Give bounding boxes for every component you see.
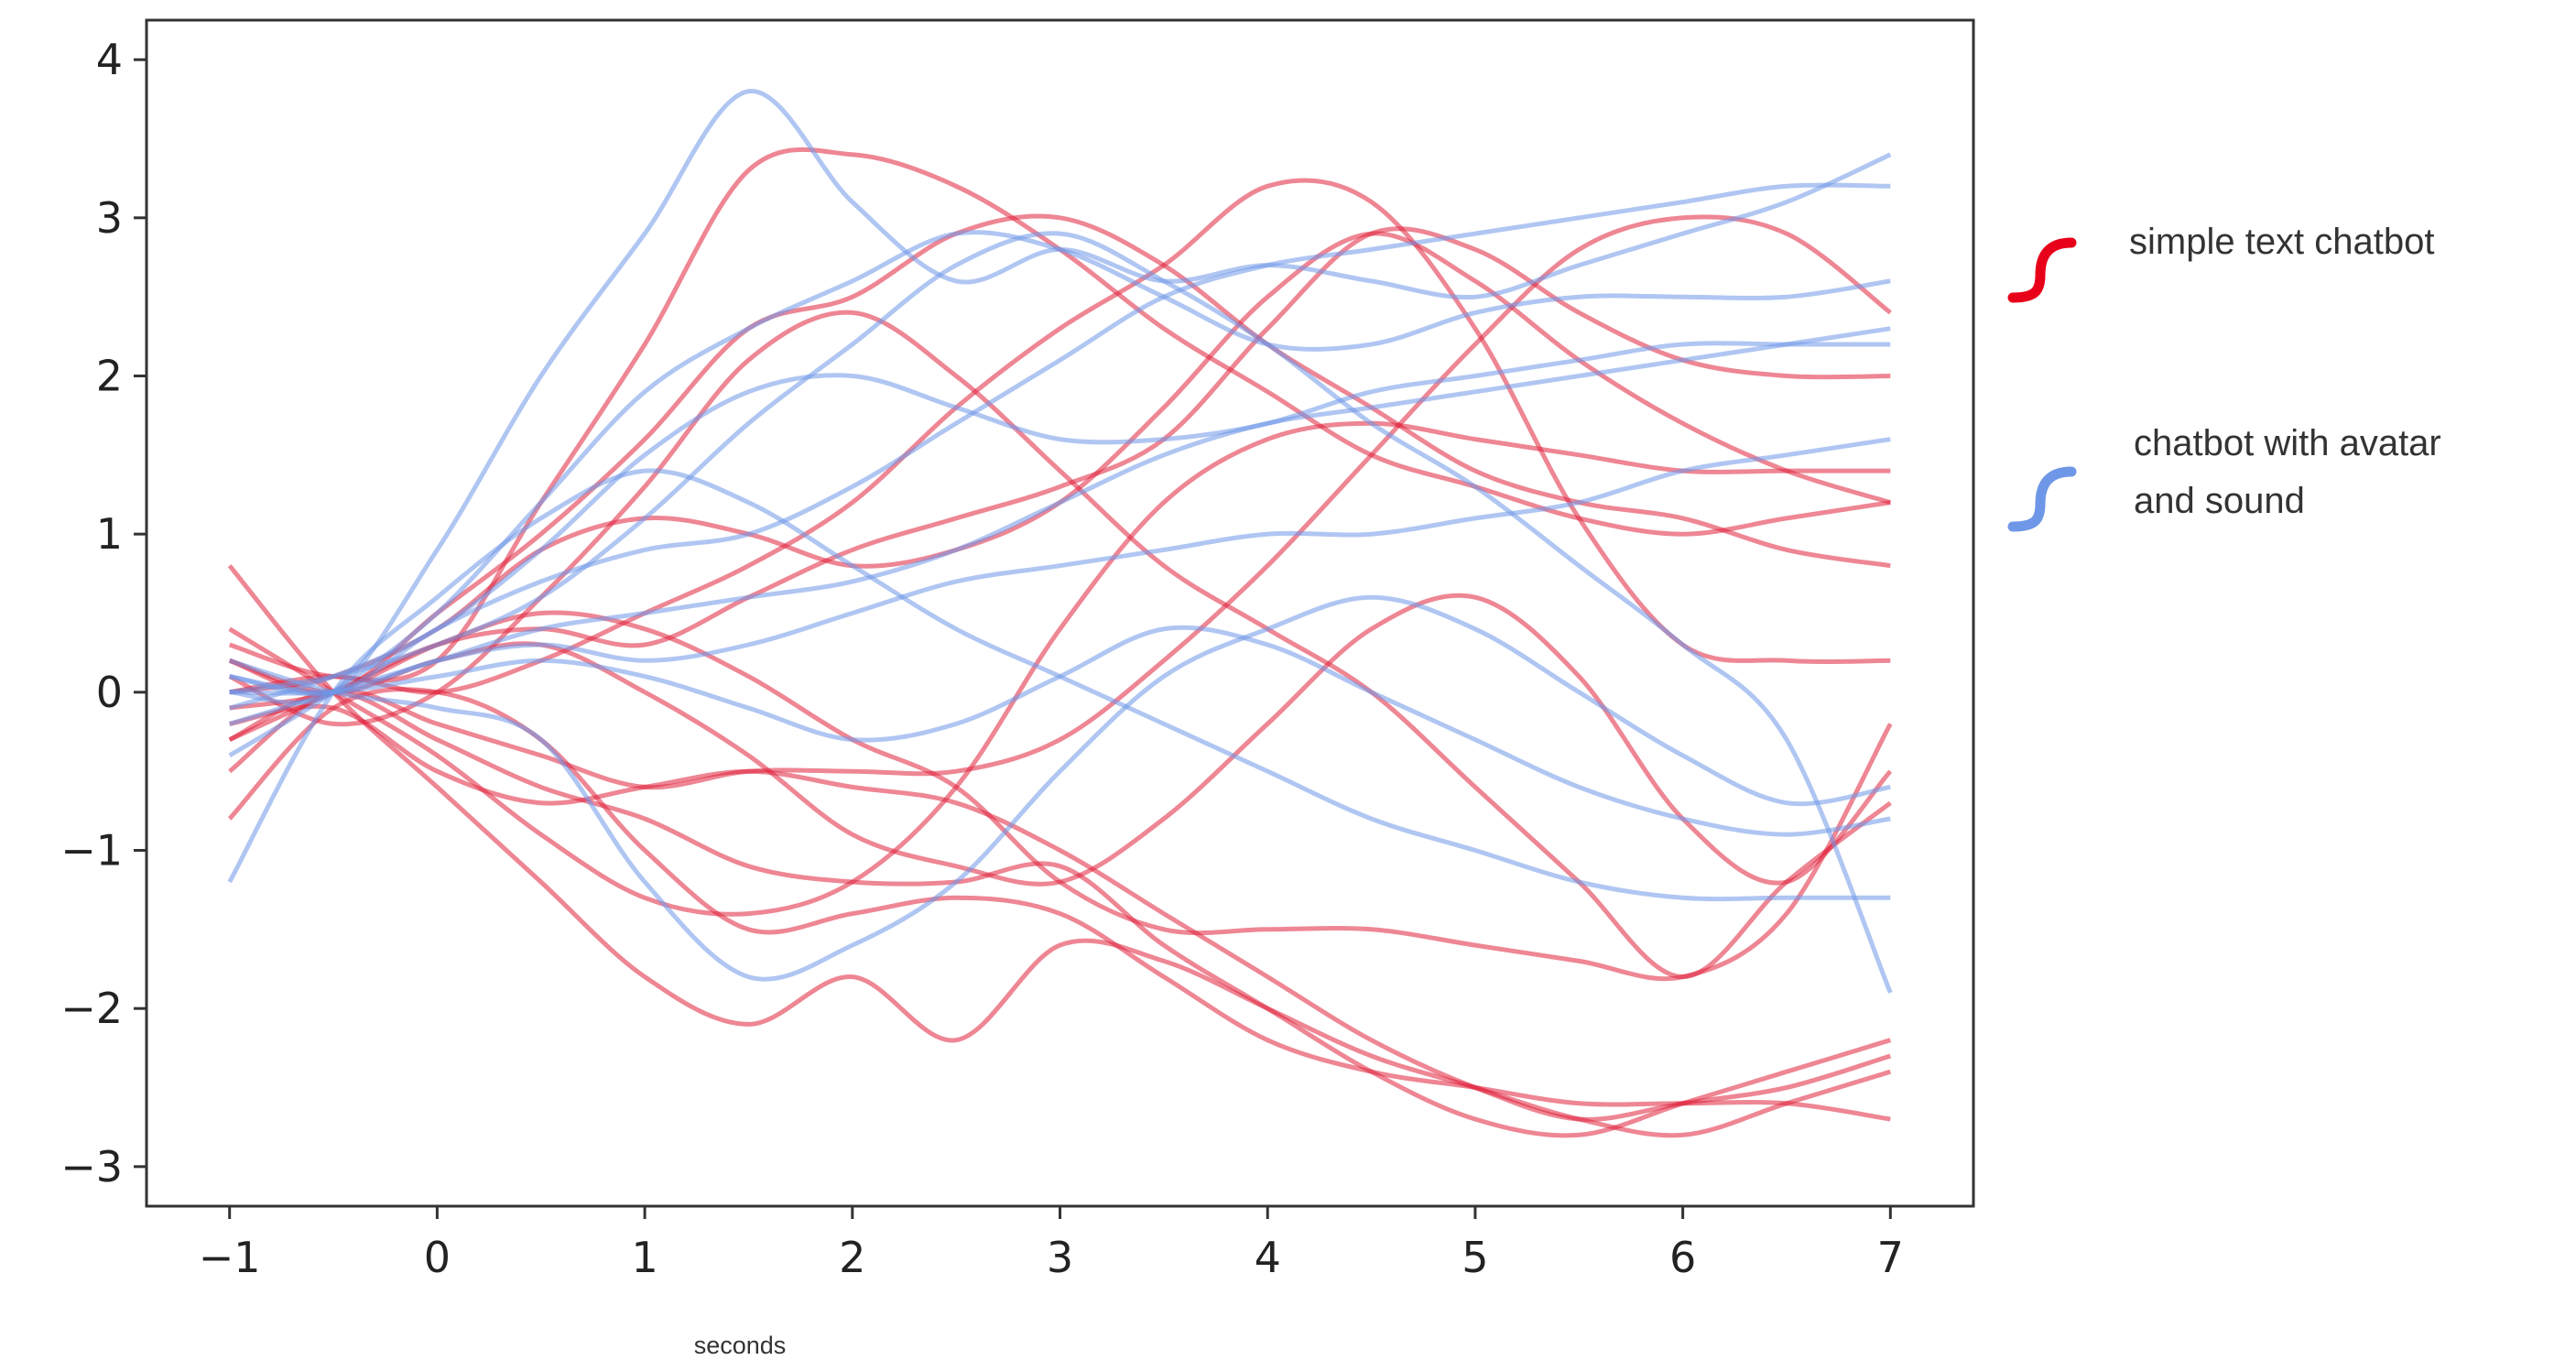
series-line-simple-text-chatbot-12 [229, 178, 1891, 695]
series-line-chatbot-with-avatar-and-sound-5 [228, 326, 1891, 726]
series-line-simple-text-chatbot-2 [229, 703, 1892, 1122]
y-tick-label: −2 [60, 984, 123, 1033]
series-line-simple-text-chatbot-11 [228, 226, 1891, 742]
series-line-simple-text-chatbot-8 [228, 310, 1892, 980]
y-tick-label: −3 [60, 1142, 123, 1191]
x-tick-label: 7 [1877, 1233, 1904, 1282]
y-axis: −3 −2 −1 0 1 2 3 4 [60, 35, 147, 1191]
series-line-simple-text-chatbot-3 [227, 564, 1892, 1138]
legend-swatch-simple-text-chatbot [2007, 237, 2077, 303]
series-line-chatbot-with-avatar-and-sound-10 [228, 341, 1891, 711]
legend-label-chatbot-with-avatar-line2: and sound [2134, 481, 2305, 521]
series-line-chatbot-with-avatar-and-sound-1 [229, 89, 1892, 705]
series-line-simple-text-chatbot-13 [227, 687, 1891, 1122]
x-tick-label: 5 [1462, 1233, 1488, 1282]
y-tick-label: 1 [96, 509, 123, 559]
legend-label-simple-text-chatbot: simple text chatbot [2129, 222, 2435, 262]
series-line-chatbot-with-avatar-and-sound-9 [229, 625, 1891, 837]
x-tick-label: 0 [424, 1233, 451, 1282]
series-line-chatbot-with-avatar-and-sound-2 [227, 468, 1891, 902]
y-tick-label: 2 [96, 352, 123, 401]
x-axis: −1 0 1 2 3 4 5 6 7 [199, 1206, 1904, 1282]
series-line-simple-text-chatbot-4 [229, 231, 1892, 695]
series-line-chatbot-with-avatar-and-sound-3 [229, 182, 1891, 697]
legend-item-chatbot-with-avatar: chatbot with avatar and sound [2007, 423, 2441, 532]
legend: simple text chatbot chatbot with avatar … [2007, 222, 2441, 532]
series-line-chatbot-with-avatar-and-sound-8 [229, 437, 1891, 695]
series-line-simple-text-chatbot-7 [228, 214, 1892, 790]
x-tick-label: 3 [1047, 1233, 1073, 1282]
y-tick-label: 0 [96, 668, 123, 717]
series-line-simple-text-chatbot-10 [228, 420, 1891, 917]
series-line-chatbot-with-avatar-and-sound-7 [228, 230, 1891, 758]
series-line-chatbot-with-avatar-and-sound-6 [228, 594, 1891, 982]
series-layer [227, 89, 1893, 1138]
legend-swatch-chatbot-with-avatar [2007, 466, 2077, 532]
y-tick-label: −1 [60, 826, 123, 876]
x-tick-label: 4 [1255, 1233, 1281, 1282]
x-tick-label: 2 [839, 1233, 865, 1282]
legend-item-simple-text-chatbot: simple text chatbot [2007, 222, 2435, 303]
y-tick-label: 4 [96, 35, 123, 84]
series-line-chatbot-with-avatar-and-sound-4 [229, 231, 1893, 994]
x-tick-label: 1 [631, 1233, 658, 1282]
y-tick-label: 3 [96, 193, 123, 243]
legend-label-chatbot-with-avatar-line1: chatbot with avatar [2134, 423, 2441, 463]
x-tick-label: −1 [199, 1233, 261, 1282]
x-axis-title: seconds [694, 1332, 787, 1359]
series-line-simple-text-chatbot-6 [228, 213, 1891, 696]
x-tick-label: 6 [1669, 1233, 1696, 1282]
series-line-simple-text-chatbot-5 [228, 690, 1892, 1138]
